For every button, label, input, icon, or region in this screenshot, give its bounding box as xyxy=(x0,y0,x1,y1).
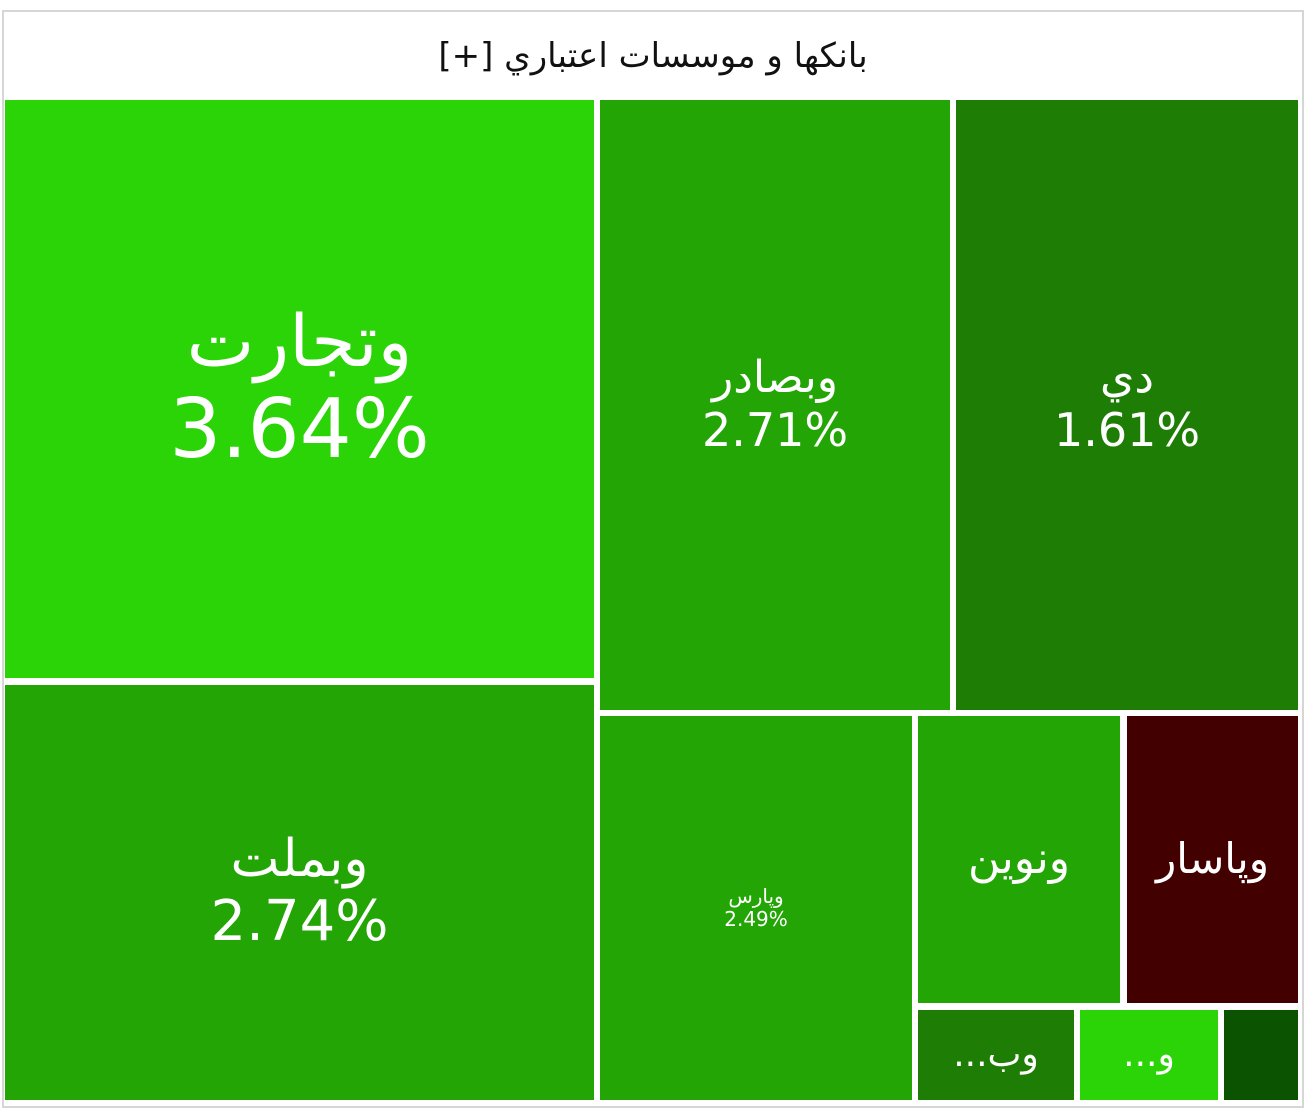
tile-change: 2.74% xyxy=(210,889,389,955)
tile-change: 2.71% xyxy=(701,402,849,457)
tile[interactable]: و... xyxy=(1080,1010,1218,1100)
tile[interactable]: ونوين xyxy=(918,716,1120,1003)
tile[interactable] xyxy=(1224,1010,1298,1100)
tile-change: 1.61% xyxy=(1053,402,1201,457)
tile-label: وپارس xyxy=(728,884,784,908)
tile[interactable]: وتجارت 3.64% xyxy=(5,100,594,678)
tile-change: 3.64% xyxy=(169,382,430,478)
tile-label: وتجارت xyxy=(186,299,413,384)
panel-title[interactable]: بانكها و موسسات اعتباري [+] xyxy=(438,36,868,76)
tile-label: دي xyxy=(1099,352,1155,404)
tile[interactable]: وبصادر 2.71% xyxy=(600,100,950,710)
tile-label: ونوين xyxy=(968,833,1070,885)
tile[interactable]: وب... xyxy=(918,1010,1074,1100)
tile[interactable]: وبملت 2.74% xyxy=(5,685,594,1100)
tile-label: وبملت xyxy=(230,829,369,890)
tile-label: وپاسار xyxy=(1155,834,1270,884)
tile-change: 2.49% xyxy=(724,907,788,931)
tile[interactable]: دي 1.61% xyxy=(956,100,1298,710)
tile-label: و... xyxy=(1123,1034,1175,1076)
tile[interactable]: وپارس 2.49% xyxy=(600,716,912,1100)
tile-label: وب... xyxy=(953,1034,1039,1076)
tile-label: وبصادر xyxy=(712,352,838,404)
tile[interactable]: وپاسار xyxy=(1127,716,1298,1003)
